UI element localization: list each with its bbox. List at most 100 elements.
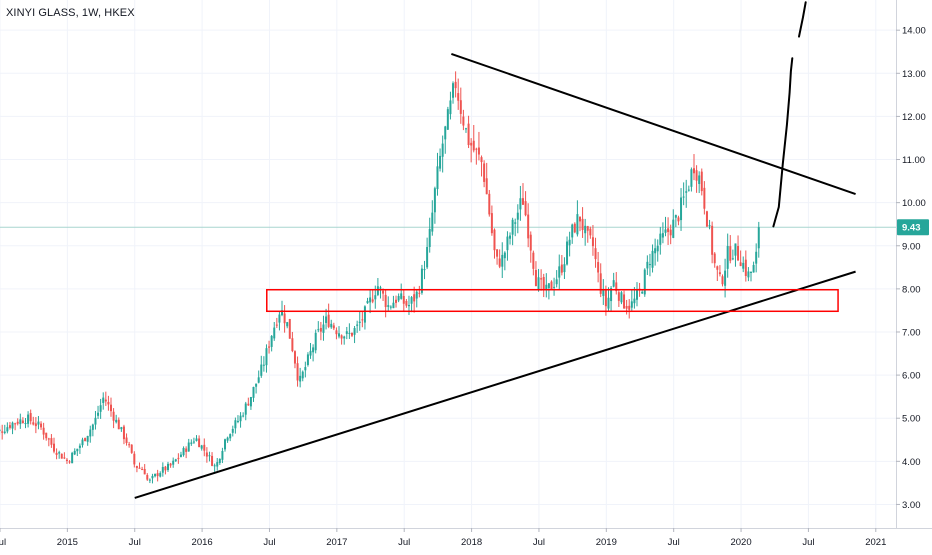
candle-body [151,475,154,479]
x-tick-label: 2019 [596,537,617,548]
candle-body [496,249,499,257]
x-tick-label: Jul [263,537,275,548]
candle-body [449,100,452,115]
candle-body [529,234,532,251]
candle-body [293,351,296,364]
last-price-tag-bg [897,219,929,236]
candle-body [667,228,670,233]
y-tick-label: 3.00 [902,500,921,511]
y-tick-label: 11.00 [902,155,925,166]
candle-body [345,331,348,334]
x-tick-label: 2020 [730,537,751,548]
candle-body [68,461,71,463]
y-tick-label: 12.00 [902,112,926,123]
candle-body [566,241,569,265]
candle-body [348,332,351,334]
candle-body [750,272,753,274]
candle-body [431,212,434,232]
candle-body [594,248,597,260]
candle-body [94,417,97,425]
candle-body [291,338,294,352]
candle-body [395,299,398,303]
candle-body [63,457,66,459]
candle-body [167,463,170,470]
candle-body [58,452,61,454]
candle-body [148,479,151,481]
candle-body [646,261,649,269]
candle-body [519,198,522,210]
candle-body [205,452,208,457]
price-tag: 9.43 [897,219,929,236]
candle-body [312,347,315,353]
candle-body [737,246,740,261]
candle-body [698,175,701,184]
candle-body [200,445,203,449]
candle-body [656,245,659,252]
candle-body [470,142,473,146]
y-axis[interactable]: 3.00 4.00 5.00 6.00 7.00 8.00 9.00 10.00 11.00 12… [896,0,932,550]
candle-body [498,258,501,267]
candle-body [115,419,118,423]
candle-body [177,457,180,459]
candle-body [547,283,550,289]
candle-body [607,297,610,309]
candle-body [366,300,369,304]
candle-body [286,322,289,327]
candle-body [122,426,125,440]
candle-body [490,213,493,234]
candle-body [648,264,651,266]
candle-body [610,288,613,302]
candle-body [454,81,457,89]
candle-body [568,239,571,246]
candle-body [382,290,385,294]
candle-body [602,290,605,296]
y-tick-label: 9.00 [902,241,921,252]
candle-body [231,428,234,433]
candle-body [744,259,747,276]
grid [0,0,896,528]
candle-body [674,215,677,218]
x-axis[interactable]: Jul 2015 Jul 2016 Jul 2017 Jul 2018 Jul 2019 Jul 20… [0,528,932,548]
candle-body [265,348,268,366]
candle-body [400,293,403,299]
candle-body [239,415,242,422]
candle-body [52,443,55,452]
candle-body [234,420,237,429]
candle-body [467,123,470,146]
candle-body [462,116,465,126]
candle-body [589,228,592,236]
candle-body [389,306,392,308]
candle-body [586,226,589,231]
x-tick-label: Jul [668,537,680,548]
y-tick-label: 14.00 [902,26,926,37]
candle-body [213,465,216,467]
x-tick-label: 2016 [192,537,213,548]
candle-body [713,253,716,264]
candle-body [436,166,439,190]
candle-body [705,211,708,227]
candle-body [493,229,496,251]
candle-body [755,251,758,264]
candle-body [604,290,607,307]
candle-body [24,423,27,425]
candle-body [288,319,291,339]
candle-body [34,423,37,427]
x-tick-label: Jul [398,537,410,548]
candle-body [475,148,478,150]
candle-body [739,262,742,267]
candle-body [521,198,524,205]
candle-body [120,427,123,430]
candle-body [73,450,76,455]
candle-body [669,229,672,236]
candle-body [91,424,94,430]
candle-body [457,93,460,101]
candle-body [410,297,413,304]
candle-body [247,403,250,406]
candle-body [273,327,276,339]
candle-body [249,396,252,407]
candle-body [125,437,128,443]
candle-body [428,229,431,247]
candle-body [185,448,188,452]
candle-body [511,219,514,235]
